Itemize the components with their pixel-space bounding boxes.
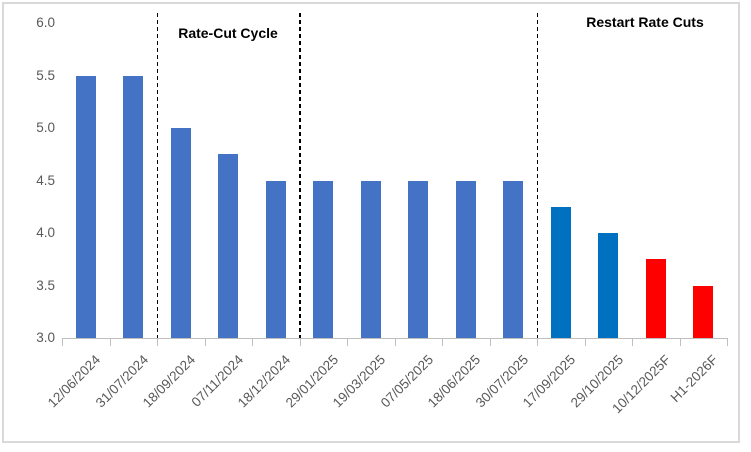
y-tick-label: 3.5: [36, 277, 55, 293]
bar: [360, 180, 381, 338]
x-axis-tick: [727, 339, 728, 346]
bar: [218, 154, 239, 338]
bar: [598, 233, 619, 338]
annotation-restart-rate-cuts: Restart Rate Cuts: [586, 14, 704, 30]
bar: [693, 285, 714, 338]
y-tick-label: 4.5: [36, 172, 55, 188]
bar: [455, 180, 476, 338]
x-axis-tick: [252, 339, 253, 346]
bar: [313, 180, 334, 338]
dashed-separator-line: [536, 13, 538, 338]
x-axis-tick: [442, 339, 443, 346]
dashed-separator-line: [156, 13, 158, 338]
x-axis-tick: [204, 339, 206, 346]
y-tick-label: 5.0: [36, 120, 55, 135]
dashed-separator-line: [299, 13, 301, 338]
x-axis-tick: [347, 339, 348, 346]
x-axis-tick: [299, 339, 301, 346]
x-axis-tick: [537, 339, 538, 346]
bar: [265, 180, 286, 338]
y-tick-label: 4.0: [36, 225, 55, 240]
bar: [75, 75, 96, 338]
y-tick-label: 6.0: [36, 15, 55, 30]
bar: [408, 180, 429, 338]
x-axis-tick: [109, 339, 111, 346]
annotation-rate-cut-cycle: Rate-Cut Cycle: [178, 25, 278, 41]
bar: [550, 206, 571, 338]
bar: [645, 259, 666, 338]
x-axis-tick: [394, 339, 396, 346]
bar: [503, 180, 524, 338]
x-axis-tick: [62, 339, 63, 346]
y-tick-label: 5.5: [36, 67, 55, 83]
bar: [123, 75, 144, 338]
x-axis-tick: [679, 339, 681, 346]
x-axis-tick: [157, 339, 158, 346]
x-axis-line: [62, 338, 728, 339]
bar: [170, 128, 191, 338]
y-tick-label: 3.0: [36, 330, 55, 345]
x-axis-tick: [489, 339, 491, 346]
x-axis-tick: [584, 339, 586, 346]
x-axis-tick: [632, 339, 633, 346]
